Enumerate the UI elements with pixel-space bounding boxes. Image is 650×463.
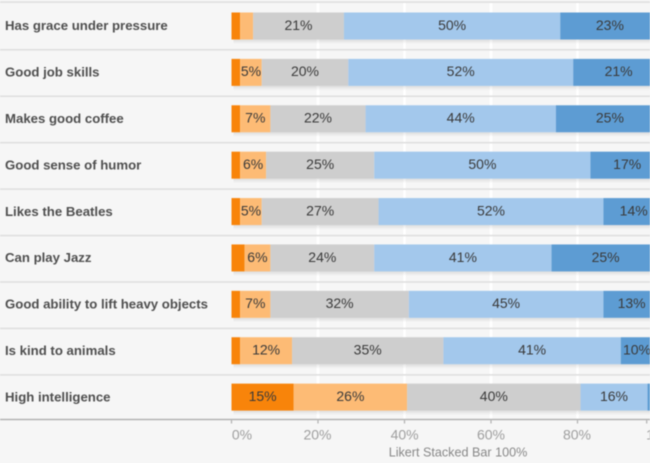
- svg-text:26%: 26%: [336, 388, 364, 404]
- svg-text:7%: 7%: [245, 295, 265, 311]
- svg-text:14%: 14%: [620, 202, 648, 218]
- svg-text:17%: 17%: [613, 156, 641, 172]
- svg-text:25%: 25%: [596, 110, 624, 126]
- svg-text:12%: 12%: [252, 342, 280, 358]
- svg-text:21%: 21%: [284, 17, 312, 33]
- svg-text:21%: 21%: [605, 63, 633, 79]
- svg-text:23%: 23%: [596, 17, 624, 33]
- svg-text:6%: 6%: [243, 156, 263, 172]
- svg-text:7%: 7%: [245, 110, 265, 126]
- svg-text:Makes good coffee: Makes good coffee: [5, 111, 124, 126]
- svg-text:13%: 13%: [618, 295, 646, 311]
- svg-text:15%: 15%: [249, 388, 277, 404]
- svg-text:Is kind to animals: Is kind to animals: [5, 343, 116, 358]
- svg-text:41%: 41%: [449, 249, 477, 265]
- svg-text:10%: 10%: [623, 342, 650, 358]
- svg-text:50%: 50%: [468, 156, 496, 172]
- svg-text:50%: 50%: [438, 17, 466, 33]
- svg-text:Likert Stacked Bar 100%: Likert Stacked Bar 100%: [389, 445, 528, 459]
- svg-text:5%: 5%: [241, 202, 261, 218]
- svg-text:52%: 52%: [447, 63, 475, 79]
- svg-text:High intelligence: High intelligence: [5, 389, 111, 404]
- svg-text:44%: 44%: [447, 110, 475, 126]
- svg-text:5%: 5%: [241, 63, 261, 79]
- svg-text:25%: 25%: [592, 249, 620, 265]
- svg-text:100%: 100%: [646, 427, 650, 443]
- svg-text:35%: 35%: [354, 342, 382, 358]
- svg-text:25%: 25%: [306, 156, 334, 172]
- svg-text:22%: 22%: [304, 110, 332, 126]
- svg-text:Can play Jazz: Can play Jazz: [5, 250, 92, 265]
- svg-text:52%: 52%: [477, 202, 505, 218]
- svg-text:40%: 40%: [391, 427, 419, 443]
- svg-text:6%: 6%: [247, 249, 267, 265]
- svg-text:Good ability to lift heavy obj: Good ability to lift heavy objects: [5, 297, 208, 312]
- svg-text:Has grace under pressure: Has grace under pressure: [5, 18, 168, 33]
- svg-text:40%: 40%: [480, 388, 508, 404]
- svg-text:Good job skills: Good job skills: [5, 65, 100, 80]
- svg-text:41%: 41%: [518, 342, 546, 358]
- svg-text:Likes the Beatles: Likes the Beatles: [5, 204, 113, 219]
- svg-text:16%: 16%: [600, 388, 628, 404]
- svg-text:20%: 20%: [291, 63, 319, 79]
- svg-text:27%: 27%: [306, 202, 334, 218]
- svg-text:24%: 24%: [308, 249, 336, 265]
- svg-text:0%: 0%: [232, 427, 252, 443]
- svg-text:45%: 45%: [492, 295, 520, 311]
- svg-text:Good sense of humor: Good sense of humor: [5, 157, 141, 172]
- svg-text:32%: 32%: [326, 295, 354, 311]
- svg-text:20%: 20%: [303, 427, 331, 443]
- svg-text:80%: 80%: [563, 427, 591, 443]
- svg-text:60%: 60%: [477, 427, 505, 443]
